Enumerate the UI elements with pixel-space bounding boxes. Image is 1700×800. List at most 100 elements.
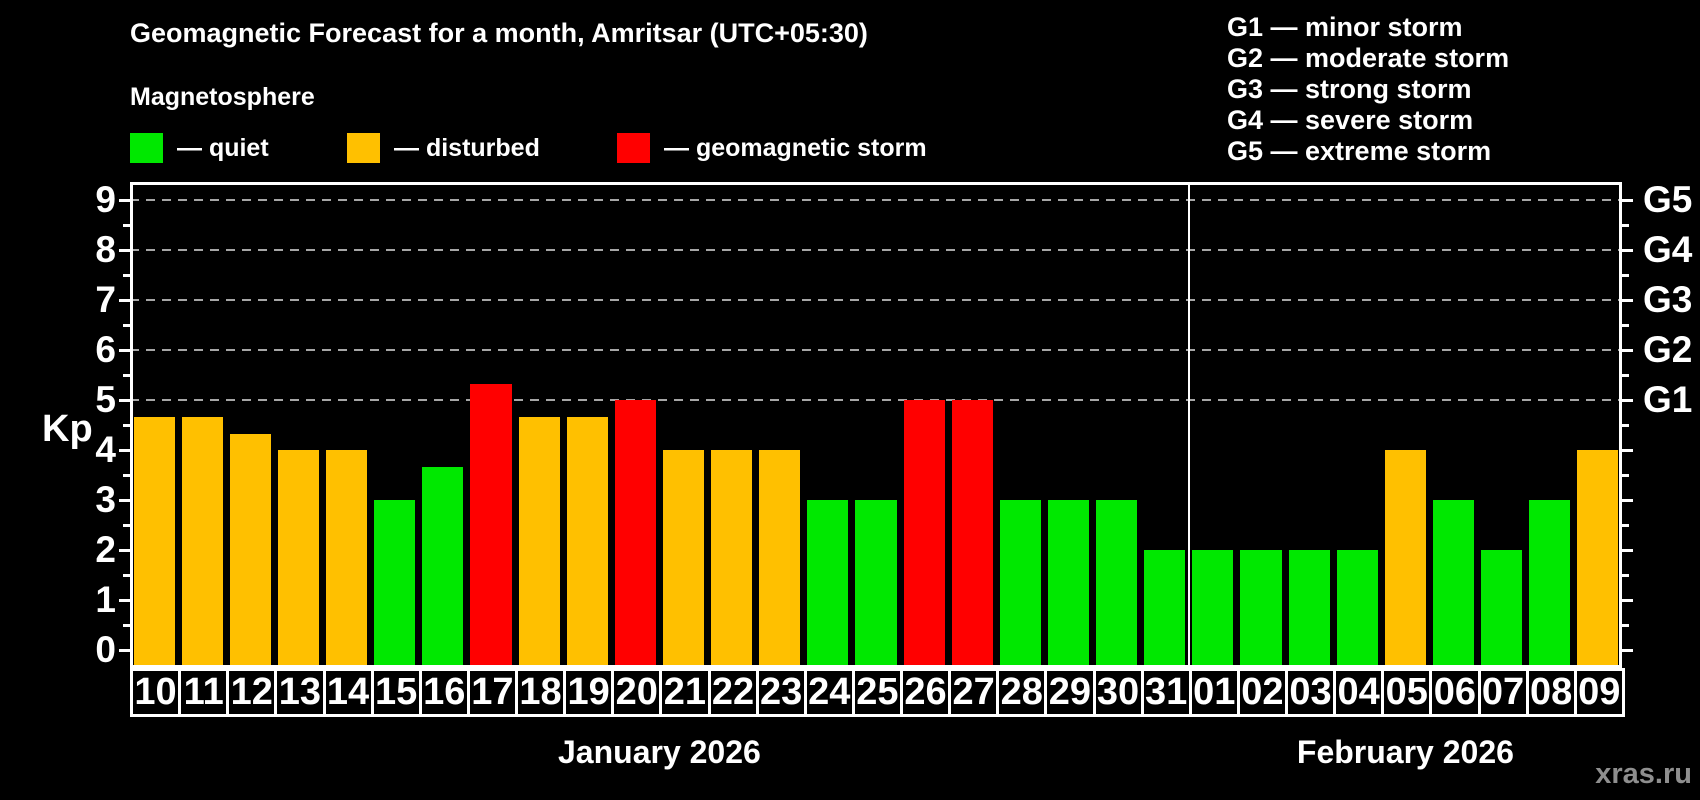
month-label-1: February 2026 bbox=[1296, 734, 1514, 770]
g-axis-label-G2: G2 bbox=[1643, 329, 1693, 370]
day-label-cell-03: 03 bbox=[1285, 668, 1337, 717]
y-axis-minor-tick-left bbox=[123, 523, 130, 527]
y-tick-label-4: 4 bbox=[95, 429, 116, 470]
y-axis-major-tick-right bbox=[1622, 298, 1633, 302]
y-axis-major-tick-left bbox=[119, 448, 130, 452]
day-label-cell-20: 20 bbox=[611, 668, 663, 717]
day-label-cell-21: 21 bbox=[659, 668, 711, 717]
gridline-kp9 bbox=[130, 199, 1622, 201]
legend-item-disturbed: — disturbed bbox=[347, 131, 540, 165]
bar-day-04 bbox=[1336, 550, 1378, 665]
bar-day-15 bbox=[374, 500, 416, 665]
day-label-row: 10 11 12 13 14 15 16 17 18 19 20 21 22 23 24 25 26 27 28 29… bbox=[130, 668, 1625, 717]
y-axis-major-tick-left bbox=[119, 298, 130, 302]
y-tick-label-8: 8 bbox=[95, 229, 116, 270]
gridline-kp6 bbox=[130, 349, 1622, 351]
y-axis-minor-tick-left bbox=[123, 623, 130, 627]
y-axis-minor-tick-left bbox=[123, 423, 130, 427]
g-axis-label-G4: G4 bbox=[1643, 229, 1693, 270]
bar-day-03 bbox=[1288, 550, 1330, 665]
bar-day-29 bbox=[1047, 500, 1090, 665]
bar-day-21 bbox=[662, 450, 705, 665]
day-label-cell-09: 09 bbox=[1573, 668, 1625, 717]
month-divider bbox=[1187, 182, 1190, 668]
g-scale-item-g4: G4 — severe storm bbox=[1227, 105, 1474, 135]
y-axis-minor-tick-left bbox=[123, 273, 130, 277]
bar-day-17 bbox=[470, 383, 512, 665]
day-label-cell-29: 29 bbox=[1044, 668, 1096, 717]
y-axis-minor-tick-right bbox=[1622, 623, 1629, 627]
legend-item-quiet: — quiet bbox=[130, 131, 269, 165]
day-label-cell-16: 16 bbox=[418, 668, 470, 717]
y-axis-minor-tick-left bbox=[123, 573, 130, 577]
disturbed-color-swatch bbox=[347, 133, 380, 163]
y-axis-major-tick-left bbox=[119, 348, 130, 352]
y-axis-minor-tick-right bbox=[1622, 573, 1629, 577]
bar-day-02 bbox=[1240, 550, 1282, 665]
bar-day-30 bbox=[1096, 500, 1138, 665]
g-scale-item-g2: G2 — moderate storm bbox=[1227, 43, 1510, 73]
bar-day-01 bbox=[1192, 550, 1234, 665]
y-axis-minor-tick-right bbox=[1622, 223, 1629, 227]
day-label-cell-12: 12 bbox=[226, 668, 278, 717]
y-axis-major-tick-right bbox=[1622, 598, 1633, 602]
y-axis-minor-tick-left bbox=[123, 223, 130, 227]
g-axis-label-G5: G5 bbox=[1643, 179, 1693, 220]
bar-day-11 bbox=[181, 416, 223, 665]
g-axis-label-G1: G1 bbox=[1643, 379, 1693, 420]
quiet-color-swatch bbox=[130, 133, 163, 163]
watermark: xras.ru bbox=[1595, 758, 1692, 790]
y-axis-minor-tick-right bbox=[1622, 323, 1629, 327]
gridline-kp5 bbox=[130, 399, 1622, 401]
bar-day-13 bbox=[277, 450, 319, 665]
day-label-cell-31: 31 bbox=[1140, 668, 1192, 717]
day-label-cell-24: 24 bbox=[803, 668, 855, 717]
y-tick-label-7: 7 bbox=[95, 279, 116, 320]
day-label-cell-11: 11 bbox=[178, 668, 230, 717]
day-label-cell-15: 15 bbox=[370, 668, 422, 717]
y-axis-minor-tick-right bbox=[1622, 373, 1629, 377]
bar-day-23 bbox=[759, 450, 801, 665]
kp-axis-title: Kp bbox=[42, 408, 93, 450]
bar-day-28 bbox=[999, 500, 1041, 665]
bar-day-10 bbox=[133, 416, 175, 665]
bar-day-25 bbox=[855, 500, 897, 665]
bar-day-16 bbox=[422, 466, 464, 665]
day-label-cell-10: 10 bbox=[130, 668, 182, 717]
day-label-cell-19: 19 bbox=[563, 668, 615, 717]
y-axis-minor-tick-right bbox=[1622, 423, 1629, 427]
bar-day-06 bbox=[1432, 500, 1475, 665]
bar-day-31 bbox=[1144, 550, 1186, 665]
day-label-cell-05: 05 bbox=[1381, 668, 1433, 717]
bar-day-24 bbox=[807, 500, 849, 665]
y-axis-major-tick-right bbox=[1622, 398, 1633, 402]
day-label-cell-13: 13 bbox=[274, 668, 326, 717]
y-axis-minor-tick-left bbox=[123, 473, 130, 477]
y-tick-label-3: 3 bbox=[95, 479, 116, 520]
y-tick-label-1: 1 bbox=[95, 579, 116, 620]
g-scale-legend: G1 — minor storm G2 — moderate storm G3 … bbox=[1227, 12, 1509, 167]
day-label-cell-08: 08 bbox=[1525, 668, 1577, 717]
storm-color-swatch bbox=[617, 133, 650, 163]
y-axis-major-tick-right bbox=[1622, 648, 1633, 652]
g-scale-item-g1: G1 — minor storm bbox=[1227, 12, 1463, 42]
g-axis-label-G3: G3 bbox=[1643, 279, 1693, 320]
day-label-cell-04: 04 bbox=[1333, 668, 1385, 717]
y-axis-minor-tick-right bbox=[1622, 523, 1629, 527]
y-axis-major-tick-left bbox=[119, 398, 130, 402]
y-axis-major-tick-right bbox=[1622, 498, 1633, 502]
bar-day-26 bbox=[903, 400, 945, 665]
y-axis-minor-tick-left bbox=[123, 373, 130, 377]
y-axis-major-tick-left bbox=[119, 598, 130, 602]
day-label-cell-25: 25 bbox=[851, 668, 903, 717]
bar-day-19 bbox=[566, 416, 608, 665]
y-tick-label-2: 2 bbox=[95, 529, 116, 570]
y-axis-minor-tick-left bbox=[123, 323, 130, 327]
y-axis-major-tick-right bbox=[1622, 198, 1633, 202]
y-axis-major-tick-left bbox=[119, 248, 130, 252]
y-axis-major-tick-left bbox=[119, 548, 130, 552]
gridline-kp8 bbox=[130, 249, 1622, 251]
y-axis-major-tick-right bbox=[1622, 348, 1633, 352]
page-title: Geomagnetic Forecast for a month, Amrits… bbox=[130, 18, 868, 48]
